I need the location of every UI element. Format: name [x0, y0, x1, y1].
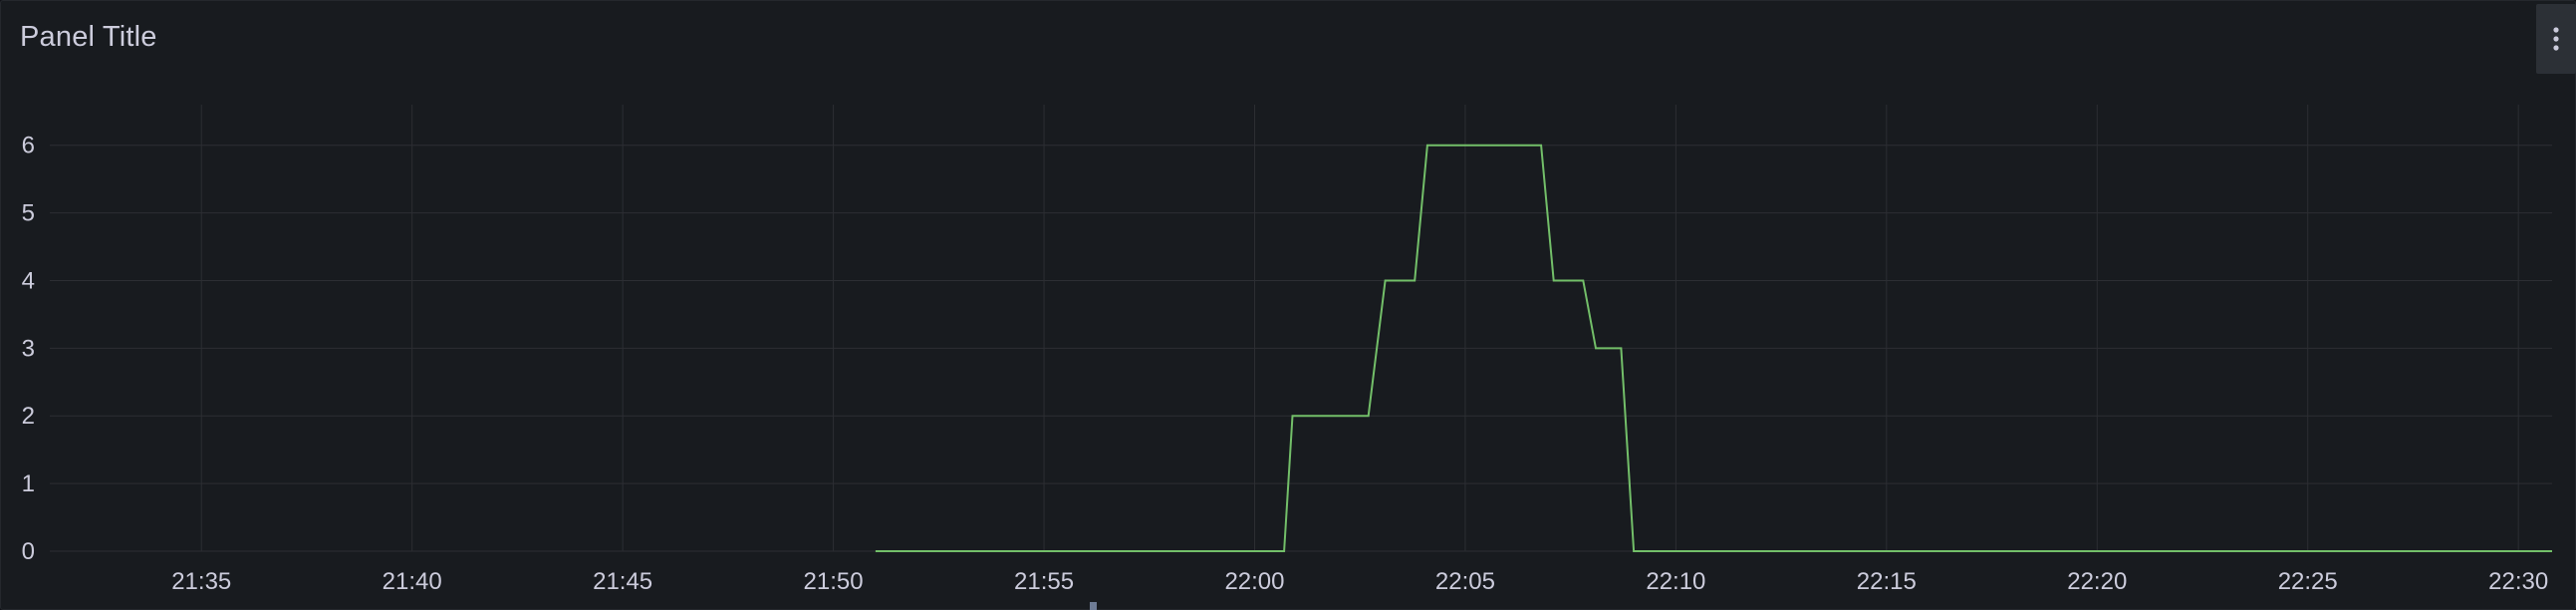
- x-tick-label: 21:35: [171, 568, 231, 595]
- y-tick-label: 6: [22, 133, 35, 159]
- x-tick-label: 22:00: [1224, 568, 1284, 595]
- x-tick-label: 22:10: [1646, 568, 1705, 595]
- x-tick-label: 22:25: [2278, 568, 2338, 595]
- x-tick-label: 22:20: [2067, 568, 2127, 595]
- y-axis: 0 1 2 3 4 5 6: [22, 133, 35, 565]
- x-tick-label: 22:15: [1857, 568, 1917, 595]
- cursor-marker: [1090, 602, 1097, 610]
- y-tick-label: 2: [22, 403, 35, 430]
- y-tick-label: 4: [22, 267, 35, 294]
- y-tick-label: 0: [22, 538, 35, 565]
- x-tick-label: 21:50: [804, 568, 864, 595]
- y-tick-label: 1: [22, 470, 35, 497]
- grid-lines: [50, 105, 2552, 551]
- x-tick-label: 22:05: [1435, 568, 1495, 595]
- x-axis: 21:35 21:40 21:45 21:50 21:55 22:00 22:05 22:10…: [171, 568, 2548, 595]
- x-tick-label: 21:45: [593, 568, 652, 595]
- y-tick-label: 5: [22, 200, 35, 227]
- x-tick-label: 21:55: [1014, 568, 1074, 595]
- x-tick-label: 22:30: [2488, 568, 2548, 595]
- x-tick-label: 21:40: [383, 568, 442, 595]
- y-tick-label: 3: [22, 335, 35, 362]
